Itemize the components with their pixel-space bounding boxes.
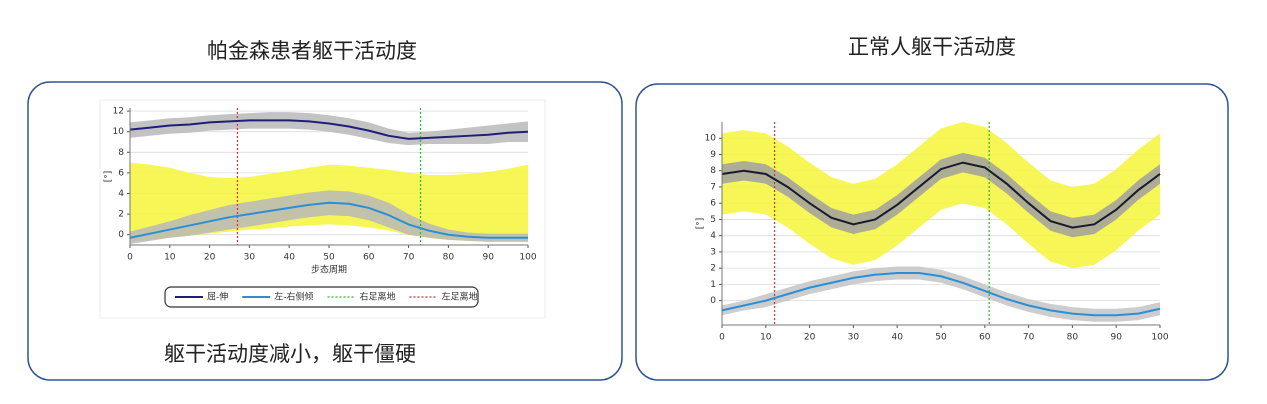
band (130, 112, 528, 146)
y-tick-label: 0 (710, 296, 716, 306)
x-tick-label: 100 (1151, 333, 1168, 343)
x-tick-label: 30 (244, 253, 256, 263)
chart-title: 正常人躯干活动度 (848, 35, 1016, 59)
line (129, 201, 528, 239)
x-tick-label: 90 (1110, 333, 1122, 343)
x-tick-label: 50 (323, 253, 335, 263)
x-axis-label: 步态周期 (311, 264, 347, 276)
line (721, 272, 1161, 317)
x-tick-label: 40 (283, 253, 295, 263)
y-tick-label: 0 (118, 230, 124, 240)
x-tick-label: 80 (443, 253, 455, 263)
y-tick-label: 8 (710, 166, 716, 176)
x-tick-label: 40 (891, 333, 903, 343)
band (722, 122, 1160, 269)
x-tick-label: 80 (1067, 333, 1079, 343)
y-tick-label: 9 (710, 150, 716, 160)
y-tick-label: 1 (710, 280, 716, 290)
x-tick-label: 20 (204, 253, 216, 263)
line (721, 161, 1161, 229)
x-tick-label: 10 (164, 253, 176, 263)
x-tick-label: 10 (760, 333, 772, 343)
legend-frame (164, 286, 479, 308)
y-tick-label: 3 (710, 247, 716, 257)
band (722, 152, 1160, 238)
y-axis-label: [°] (696, 218, 706, 230)
x-tick-label: 60 (979, 333, 991, 343)
x-tick-label: 100 (519, 253, 536, 263)
legend-label: 左-右侧倾 (274, 291, 313, 303)
legend-label: 左足离地 (442, 291, 478, 303)
y-tick-label: 6 (118, 168, 124, 178)
y-tick-label: 7 (710, 182, 716, 192)
y-tick-label: 2 (710, 264, 716, 274)
y-tick-label: 2 (118, 210, 124, 220)
x-tick-label: 0 (719, 333, 725, 343)
x-tick-label: 20 (804, 333, 816, 343)
y-tick-label: 4 (118, 189, 124, 199)
y-axis-label: [°] (104, 171, 114, 183)
legend-label: 右足离地 (360, 291, 396, 303)
y-tick-label: 10 (705, 134, 717, 144)
x-tick-label: 70 (1023, 333, 1035, 343)
y-tick-label: 5 (710, 215, 716, 225)
x-tick-label: 70 (403, 253, 415, 263)
line (129, 119, 529, 140)
y-tick-label: 12 (113, 107, 124, 117)
chart-note: 躯干活动度减小，躯干僵硬 (164, 342, 416, 366)
y-tick-label: 10 (113, 127, 125, 137)
chart-title: 帕金森患者躯干活动度 (207, 39, 417, 63)
x-tick-label: 30 (848, 333, 860, 343)
x-tick-label: 50 (935, 333, 947, 343)
band (722, 266, 1160, 322)
legend-label: 屈-伸 (207, 291, 228, 303)
x-tick-label: 0 (127, 253, 133, 263)
x-tick-label: 90 (482, 253, 494, 263)
y-tick-label: 8 (118, 148, 124, 158)
x-tick-label: 60 (363, 253, 375, 263)
y-tick-label: 4 (710, 231, 716, 241)
y-tick-label: 6 (710, 199, 716, 209)
